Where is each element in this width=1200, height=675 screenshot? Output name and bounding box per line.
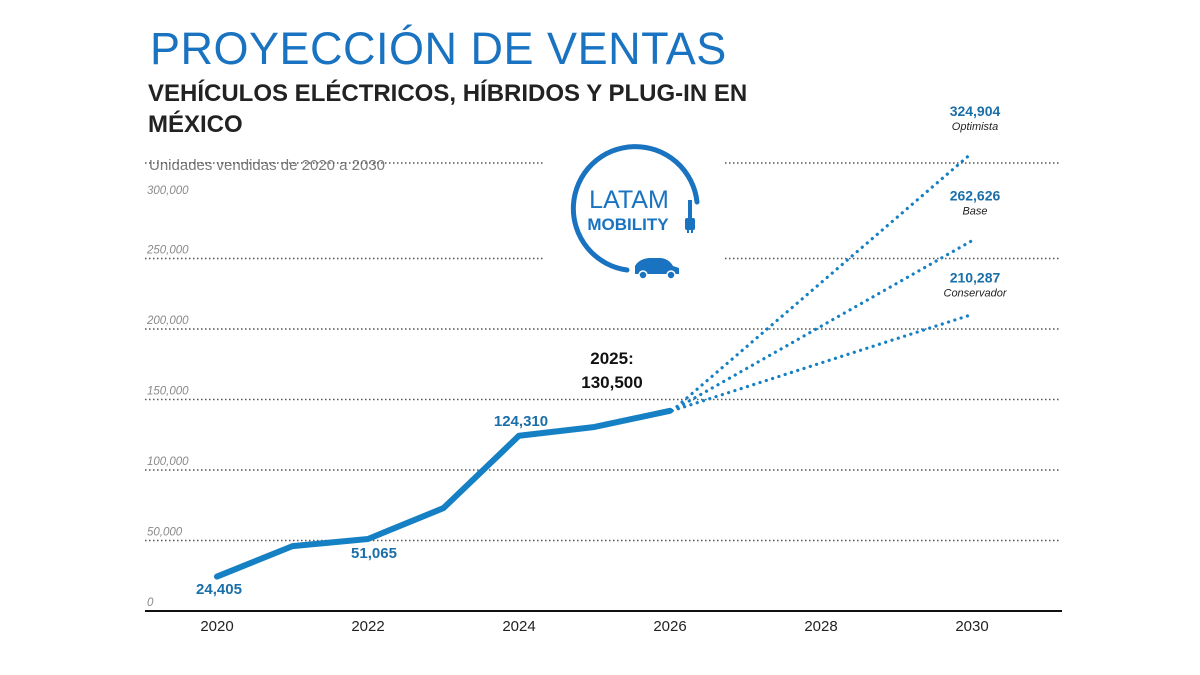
data-point-label: 124,310 <box>494 413 548 430</box>
historical-line <box>214 407 673 580</box>
x-tick-label: 2022 <box>351 618 384 635</box>
chart-subtitle: VEHÍCULOS ELÉCTRICOS, HÍBRIDOS Y PLUG-IN… <box>148 80 748 138</box>
y-tick-label: 0 <box>147 597 154 609</box>
x-axis-ticks: 2020 2022 2024 2026 2028 2030 <box>200 618 988 635</box>
projection-lines: 324,904 Optimista 262,626 Base 210,287 Conser… <box>670 103 1008 413</box>
x-tick-label: 2026 <box>653 618 686 635</box>
y-axis-ticks: 0 50,000 100,000 150,000 200,000 250,000 300,0… <box>146 185 189 609</box>
x-tick-label: 2020 <box>200 618 233 635</box>
projection-scenario-label: Optimista <box>952 121 998 133</box>
y-tick-label: 300,000 <box>147 185 189 197</box>
projection-value-label: 210,287 <box>950 269 1001 285</box>
data-point-label: 24,405 <box>196 581 242 598</box>
logo-text-line2: MOBILITY <box>587 215 669 234</box>
latam-mobility-logo: LATAM MOBILITY <box>570 144 700 280</box>
callout-2025: 2025: 130,500 <box>581 349 642 392</box>
data-point-label: 51,065 <box>351 545 397 562</box>
x-tick-label: 2024 <box>502 618 535 635</box>
y-tick-label: 50,000 <box>147 527 183 539</box>
projection-line <box>670 312 974 413</box>
callout-year: 2025: <box>590 349 633 368</box>
projection-value-label: 262,626 <box>950 188 1001 204</box>
car-icon <box>635 258 679 280</box>
x-tick-label: 2030 <box>955 618 988 635</box>
plug-icon <box>685 200 695 233</box>
projection-line <box>670 151 974 413</box>
y-tick-label: 150,000 <box>147 386 189 398</box>
projection-scenario-label: Conservador <box>944 287 1008 299</box>
y-tick-label: 100,000 <box>147 456 189 468</box>
logo-text-line1: LATAM <box>589 186 669 214</box>
projection-line <box>670 239 974 413</box>
units-note: Unidades vendidas de 2020 a 2030 <box>149 157 386 174</box>
chart-title: PROYECCIÓN DE VENTAS <box>150 23 727 74</box>
grid-lines <box>145 162 1060 542</box>
data-labels: 24,405 51,065 124,310 <box>196 413 548 598</box>
logo-ring <box>570 144 700 273</box>
projection-value-label: 324,904 <box>950 103 1001 119</box>
x-tick-label: 2028 <box>804 618 837 635</box>
projection-scenario-label: Base <box>962 206 987 218</box>
y-tick-label: 250,000 <box>146 245 189 257</box>
historical-series <box>214 407 673 580</box>
y-tick-label: 200,000 <box>146 315 189 327</box>
callout-value: 130,500 <box>581 373 642 392</box>
